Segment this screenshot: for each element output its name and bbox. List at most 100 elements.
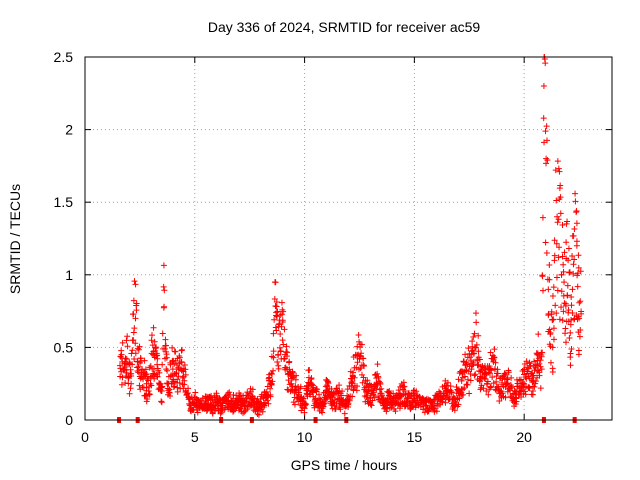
data-point bbox=[142, 392, 149, 399]
data-point bbox=[565, 306, 572, 313]
data-point bbox=[275, 351, 282, 358]
data-point bbox=[184, 390, 191, 397]
data-point bbox=[493, 378, 500, 385]
data-point bbox=[564, 292, 571, 299]
data-point bbox=[119, 358, 126, 365]
data-point bbox=[489, 374, 496, 381]
data-point bbox=[148, 382, 155, 389]
data-point bbox=[364, 377, 371, 384]
y-axis-label: SRMTID / TECUs bbox=[7, 184, 23, 294]
data-point bbox=[388, 404, 395, 411]
data-point bbox=[257, 396, 264, 403]
data-point bbox=[192, 389, 199, 396]
data-point bbox=[431, 402, 438, 409]
data-point bbox=[542, 60, 549, 67]
data-point bbox=[456, 395, 463, 402]
data-point bbox=[508, 374, 515, 381]
data-point bbox=[226, 389, 233, 396]
data-point bbox=[303, 390, 310, 397]
data-point bbox=[170, 384, 177, 391]
data-point bbox=[550, 316, 557, 323]
data-point bbox=[242, 402, 249, 409]
data-point bbox=[451, 407, 458, 414]
data-point bbox=[152, 344, 159, 351]
data-point bbox=[166, 393, 173, 400]
data-point bbox=[383, 408, 390, 415]
data-point bbox=[568, 302, 575, 309]
data-point bbox=[354, 359, 361, 366]
data-point bbox=[297, 383, 304, 390]
data-point bbox=[543, 137, 550, 144]
data-point bbox=[384, 405, 391, 412]
data-point bbox=[576, 315, 583, 322]
data-point bbox=[150, 351, 157, 358]
data-point bbox=[433, 408, 440, 415]
data-point bbox=[145, 377, 152, 384]
data-point bbox=[341, 410, 348, 417]
data-point bbox=[265, 400, 272, 407]
data-point bbox=[503, 380, 510, 387]
data-point bbox=[529, 379, 536, 386]
data-point bbox=[314, 386, 321, 393]
data-point bbox=[308, 375, 315, 382]
data-point bbox=[345, 396, 352, 403]
data-point bbox=[364, 392, 371, 399]
data-point bbox=[262, 399, 269, 406]
data-point bbox=[542, 128, 549, 135]
data-point bbox=[513, 398, 520, 405]
data-point bbox=[336, 382, 343, 389]
data-point bbox=[171, 383, 178, 390]
data-point bbox=[268, 380, 275, 387]
data-point bbox=[135, 346, 142, 353]
data-point bbox=[417, 399, 424, 406]
data-point bbox=[424, 405, 431, 412]
x-tick-label: 0 bbox=[81, 429, 89, 445]
data-point bbox=[547, 359, 554, 366]
data-point bbox=[571, 226, 578, 233]
data-point bbox=[144, 396, 151, 403]
data-point bbox=[266, 374, 273, 381]
data-point bbox=[467, 377, 474, 384]
data-point bbox=[532, 361, 539, 368]
data-point bbox=[448, 389, 455, 396]
data-point bbox=[462, 367, 469, 374]
data-point bbox=[143, 380, 150, 387]
data-point bbox=[147, 362, 154, 369]
data-point bbox=[561, 249, 568, 256]
data-point bbox=[461, 373, 468, 380]
data-point bbox=[218, 402, 225, 409]
data-point bbox=[174, 388, 181, 395]
data-point bbox=[518, 376, 525, 383]
data-point bbox=[543, 250, 550, 257]
data-point bbox=[349, 378, 356, 385]
data-point bbox=[558, 271, 565, 278]
data-point bbox=[122, 380, 129, 387]
data-point bbox=[502, 394, 509, 401]
data-point bbox=[530, 372, 537, 379]
data-point bbox=[470, 333, 477, 340]
data-point bbox=[174, 376, 181, 383]
data-point bbox=[549, 344, 556, 351]
data-point bbox=[147, 373, 154, 380]
grid-layer bbox=[85, 57, 612, 420]
data-point bbox=[123, 369, 130, 376]
data-point bbox=[374, 370, 381, 377]
data-point bbox=[491, 346, 498, 353]
data-point bbox=[162, 342, 169, 349]
data-point bbox=[521, 371, 528, 378]
data-point bbox=[133, 307, 140, 314]
data-point bbox=[549, 293, 556, 300]
data-point bbox=[224, 398, 231, 405]
tick-layer: 0 5 10 15 20 0 0.5 1 1.5 2 2.5 bbox=[54, 49, 612, 445]
data-point bbox=[390, 390, 397, 397]
data-point bbox=[570, 270, 577, 277]
data-point bbox=[458, 377, 465, 384]
data-point bbox=[194, 396, 201, 403]
data-point bbox=[567, 329, 574, 336]
data-point bbox=[164, 367, 171, 374]
y-tick-label: 1.5 bbox=[54, 194, 74, 210]
data-point bbox=[187, 402, 194, 409]
data-point bbox=[543, 123, 550, 130]
data-point bbox=[570, 261, 577, 268]
data-point bbox=[504, 380, 511, 387]
